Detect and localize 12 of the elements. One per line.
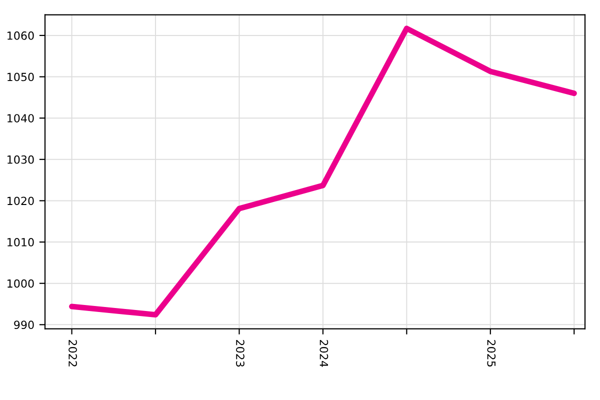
y-tick-label: 1000 bbox=[8, 279, 34, 288]
y-tick-label: 1020 bbox=[8, 196, 34, 206]
y-tick-label: 990 bbox=[14, 320, 34, 330]
y-tick-label: 1010 bbox=[8, 238, 34, 246]
x-tick-label: 2024 bbox=[320, 340, 328, 367]
y-tick-label: 1050 bbox=[8, 72, 34, 82]
y-tick-label: 1040 bbox=[8, 114, 34, 122]
x-tick-label: 2023 bbox=[236, 340, 244, 367]
x-tick-label: 2022 bbox=[68, 340, 77, 366]
y-tick-label: 1030 bbox=[8, 155, 34, 164]
x-tick-label: 2025 bbox=[487, 340, 496, 367]
y-tick-label: 1060 bbox=[8, 31, 34, 40]
